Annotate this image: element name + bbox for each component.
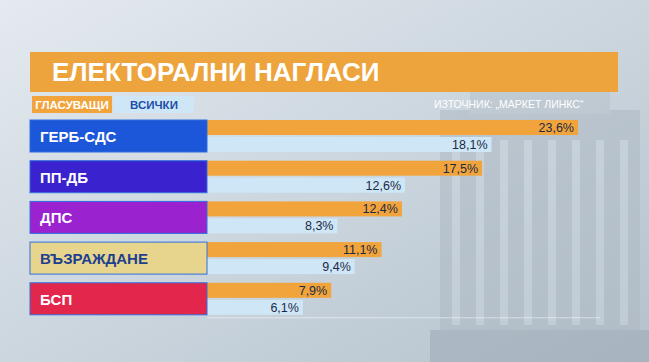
building [440,110,640,340]
category-label: ГЕРБ-СДС [40,128,117,145]
bars [207,120,578,315]
data-label: 23,6% [539,121,574,135]
bar [207,178,405,193]
bar [207,137,492,152]
legend-swatch [114,96,194,113]
title: ЕЛЕКТОРАЛНИ НАГЛАСИ [52,57,379,87]
bar [207,300,303,315]
axis-line [207,317,600,318]
category-box [30,242,207,274]
data-label: 12,4% [362,202,397,216]
data-label: 12,6% [366,179,401,193]
category-label: ВЪЗРАЖДАНЕ [40,250,148,267]
category-box [30,120,207,152]
column [620,140,628,325]
column [524,140,532,325]
data-label: 8,3% [305,219,334,233]
column [548,140,556,325]
legend-entry: ГЛАСУВАЩИ [32,96,112,113]
data-label: 18,1% [452,138,487,152]
data-label: 9,4% [322,260,351,274]
labels: ГЕРБ-СДС 23,6% 18,1% ПП-ДБ 17,5% 12,6% ДПС 12,4… [30,120,574,315]
legend-entry: ВСИЧКИ [114,96,194,113]
bar [207,201,402,216]
bar [207,283,331,298]
column [596,140,604,325]
column [500,140,508,325]
background [0,0,649,362]
bar [207,259,355,274]
legend-swatch [32,96,112,113]
bar [207,242,381,257]
data-label: 17,5% [443,162,478,176]
bar [207,218,337,233]
data-label: 6,1% [270,301,299,315]
category-label: ПП-ДБ [40,169,88,186]
title-bar [30,52,618,92]
chart: ЕЛЕКТОРАЛНИ НАГЛАСИ ГЛАСУВАЩИ ВСИЧКИ ИЗТОЧН… [0,0,649,362]
legend-label: ВСИЧКИ [130,99,178,111]
data-label: 7,9% [299,284,328,298]
building-base [430,330,649,362]
column [572,140,580,325]
legend-label: ГЛАСУВАЩИ [35,99,109,111]
data-label: 11,1% [343,243,378,257]
bar [207,161,482,176]
chart-root: ЕЛЕКТОРАЛНИ НАГЛАСИ ГЛАСУВАЩИ ВСИЧКИ ИЗТОЧН… [0,0,649,362]
category-label: БСП [40,291,72,308]
category-box [30,161,207,193]
source: ИЗТОЧНИК: „МАРКЕТ ЛИНКС“ [434,98,584,110]
bar [207,120,578,135]
category-label: ДПС [40,209,72,226]
category-box [30,283,207,315]
category-box [30,201,207,233]
